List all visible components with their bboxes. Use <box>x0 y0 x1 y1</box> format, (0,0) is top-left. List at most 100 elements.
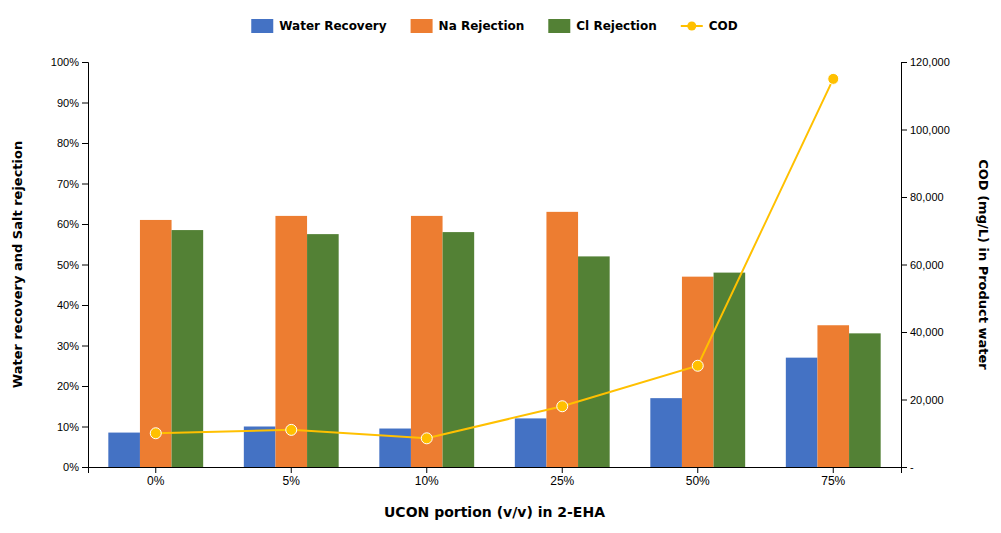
y-tick-mark <box>82 103 88 104</box>
y-tick: 60% <box>57 218 88 230</box>
bar-series <box>172 230 881 467</box>
x-tick-label: 75% <box>821 474 845 488</box>
y-tick-mark <box>82 467 88 468</box>
marker <box>557 401 568 412</box>
y-tick: 30% <box>57 340 88 352</box>
y2-tick-mark <box>901 265 907 266</box>
y-tick: 100% <box>51 56 88 68</box>
x-axis: 0% 5% 10% 25% 50% 75% <box>89 467 902 488</box>
y-tick-mark <box>82 305 88 306</box>
y-tick-label: 80% <box>57 137 79 149</box>
legend-marker <box>687 22 696 31</box>
bar <box>108 433 140 467</box>
x-tick-label: 25% <box>550 474 574 488</box>
y-tick-mark <box>82 265 88 266</box>
marks <box>108 73 880 467</box>
y2-tick: 120,000 <box>901 56 950 68</box>
y2-tick-mark <box>901 62 907 63</box>
y-tick-label: 30% <box>57 340 79 352</box>
bar <box>515 418 547 467</box>
y2-tick-mark <box>901 197 907 198</box>
x-tick-mark <box>291 467 292 473</box>
bar <box>849 333 881 467</box>
y-axis: 0%10%20%30%40%50%60%70%80%90%100% <box>51 56 89 473</box>
axis-line <box>89 468 902 474</box>
legend: Water Recovery Na Rejection Cl Rejection CO… <box>251 19 738 33</box>
y-tick-mark <box>82 386 88 387</box>
y-tick-label: 20% <box>57 380 79 392</box>
bar <box>379 429 411 467</box>
marker <box>828 73 839 84</box>
legend-swatch <box>548 19 570 33</box>
y-tick-mark <box>82 62 88 63</box>
legend-item: Na Rejection <box>411 19 525 33</box>
y-tick: 80% <box>57 137 88 149</box>
x-tick: 5% <box>283 467 301 488</box>
y-tick: 20% <box>57 380 88 392</box>
x-tick-mark <box>562 467 563 473</box>
y-tick: 10% <box>57 421 88 433</box>
bar <box>578 256 610 467</box>
y-tick-label: 60% <box>57 218 79 230</box>
y2-tick-label: 60,000 <box>910 259 944 271</box>
legend-label: Na Rejection <box>439 19 525 33</box>
y2-tick: - <box>901 461 914 473</box>
marker <box>286 424 297 435</box>
y2-tick-label: - <box>910 461 914 473</box>
legend-swatch <box>411 19 433 33</box>
x-tick-label: 10% <box>415 474 439 488</box>
y-tick-label: 0% <box>63 461 79 473</box>
y-tick-label: 50% <box>57 259 79 271</box>
axis-line <box>902 63 908 468</box>
axis-line <box>82 63 89 468</box>
x-tick-label: 0% <box>147 474 165 488</box>
legend-item: COD <box>681 19 738 33</box>
x-tick-mark <box>155 467 156 473</box>
bar <box>650 398 682 467</box>
y2-axis: - 20,000 40,000 60,000 80,000 100,000 120,000 <box>901 56 950 473</box>
y2-axis-title: COD (mg/L) in Product water <box>976 159 991 370</box>
legend-item: Water Recovery <box>251 19 386 33</box>
y2-tick-mark <box>901 332 907 333</box>
y-tick-mark <box>82 346 88 347</box>
line <box>156 79 834 438</box>
bar <box>411 216 443 467</box>
chart: 0%5%10%25%50%75%0%10%20%30%40%50%60%70%8… <box>0 0 1001 533</box>
y-tick-label: 40% <box>57 299 79 311</box>
y-tick: 0% <box>63 461 88 473</box>
y2-tick-mark <box>901 400 907 401</box>
y-tick-mark <box>82 427 88 428</box>
legend-label: Water Recovery <box>279 19 386 33</box>
marker <box>421 433 432 444</box>
legend-item: Cl Rejection <box>548 19 656 33</box>
bar <box>682 277 714 467</box>
y2-tick: 100,000 <box>901 124 950 136</box>
y2-tick-label: 100,000 <box>910 124 950 136</box>
x-tick: 0% <box>147 467 165 488</box>
y2-tick-label: 80,000 <box>910 191 944 203</box>
y2-tick: 20,000 <box>901 394 944 406</box>
bar <box>140 220 172 467</box>
x-tick: 50% <box>686 467 710 488</box>
y-tick-mark <box>82 224 88 225</box>
x-tick: 10% <box>415 467 439 488</box>
bar <box>546 212 578 467</box>
y2-tick-mark <box>901 130 907 131</box>
bar <box>244 427 276 468</box>
y2-tick: 40,000 <box>901 326 944 338</box>
y-tick: 90% <box>57 97 88 109</box>
y-tick-label: 100% <box>51 56 79 68</box>
bar <box>786 358 818 467</box>
legend-label: COD <box>709 19 738 33</box>
marker <box>150 428 161 439</box>
x-tick-label: 50% <box>686 474 710 488</box>
y-tick-label: 90% <box>57 97 79 109</box>
y2-tick-label: 120,000 <box>910 56 950 68</box>
x-tick: 75% <box>821 467 845 488</box>
y-tick-mark <box>82 143 88 144</box>
x-tick-mark <box>426 467 427 473</box>
y2-tick-label: 40,000 <box>910 326 944 338</box>
y-tick: 50% <box>57 259 88 271</box>
legend-swatch <box>251 19 273 33</box>
bar <box>817 325 849 467</box>
